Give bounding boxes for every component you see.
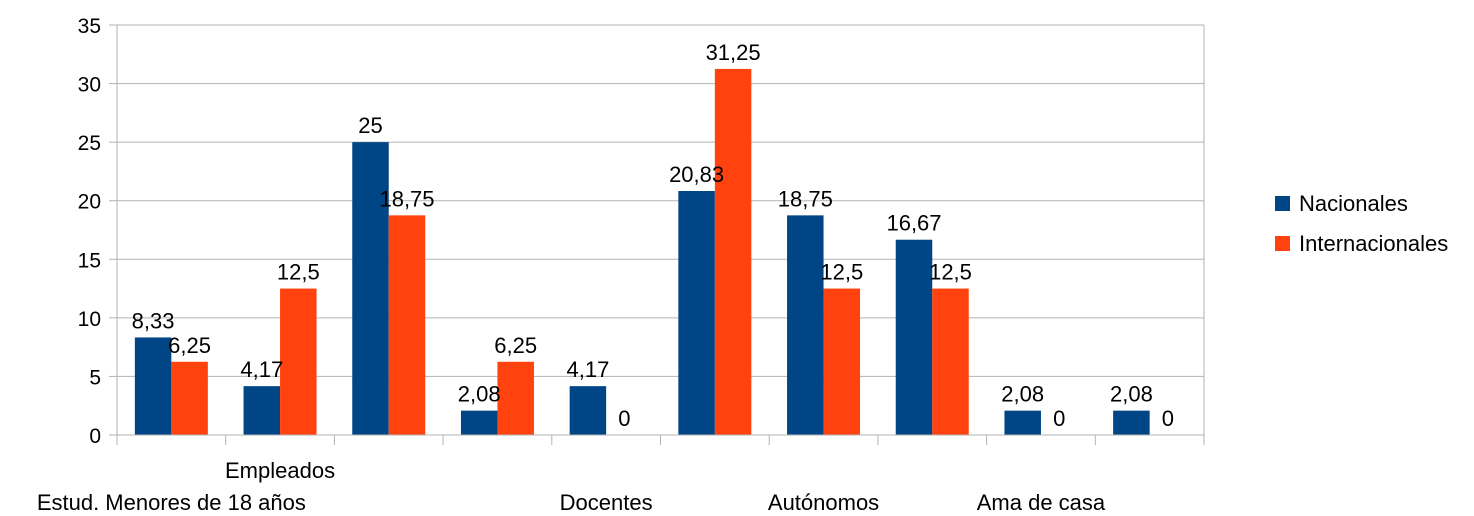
data-label-nacionales: 16,67: [886, 211, 941, 236]
bars-group: [134, 68, 1150, 435]
y-tick-label: 0: [89, 425, 101, 448]
y-axis-tick-labels: 0 5 10 15 20 25 30 35: [78, 15, 101, 448]
data-label-nacionales: 2,08: [458, 382, 501, 407]
bar-nacionales: [1113, 410, 1150, 435]
bar-internacionales: [497, 361, 534, 435]
legend-label-internacionales: Internacionales: [1299, 231, 1448, 256]
bar-internacionales: [171, 361, 208, 435]
data-label-internacionales: 12,5: [277, 260, 320, 285]
data-label-nacionales: 2,08: [1001, 382, 1044, 407]
bar-internacionales: [280, 288, 317, 435]
bar-nacionales: [569, 386, 607, 435]
bar-internacionales: [714, 68, 752, 435]
legend: Nacionales Internacionales: [1275, 191, 1448, 256]
axes: [109, 24, 1205, 445]
bar-nacionales: [352, 142, 389, 435]
x-category-label: Autónomos: [768, 490, 879, 515]
y-tick-label: 30: [78, 74, 101, 97]
data-label-nacionales: 18,75: [778, 186, 833, 211]
bar-nacionales: [460, 410, 498, 435]
bar-nacionales: [895, 239, 933, 435]
data-label-nacionales: 4,17: [240, 357, 283, 382]
data-label-internacionales: 6,25: [494, 333, 537, 358]
bar-internacionales: [823, 288, 861, 435]
y-tick-label: 25: [78, 132, 101, 155]
y-tick-label: 35: [78, 15, 101, 38]
data-labels: 8,336,254,1712,52518,752,086,254,17020,8…: [132, 40, 1174, 431]
bar-nacionales: [787, 215, 824, 435]
bar-internacionales: [388, 215, 426, 435]
legend-swatch-nacionales: [1275, 196, 1290, 211]
data-label-internacionales: 0: [1053, 406, 1065, 431]
y-tick-label: 20: [78, 191, 101, 214]
data-label-internacionales: 31,25: [706, 40, 761, 65]
y-tick-label: 15: [78, 249, 101, 272]
bar-nacionales: [134, 337, 172, 435]
data-label-internacionales: 12,5: [820, 260, 863, 285]
data-label-nacionales: 8,33: [132, 308, 175, 333]
x-category-label: Docentes: [560, 490, 653, 515]
y-tick-label: 10: [78, 308, 101, 331]
x-category-label: Ama de casa: [977, 490, 1106, 515]
data-label-internacionales: 0: [1162, 406, 1174, 431]
data-label-nacionales: 20,83: [669, 162, 724, 187]
data-label-nacionales: 4,17: [566, 357, 609, 382]
x-category-label: Estud. Menores de 18 años: [37, 490, 306, 515]
legend-label-nacionales: Nacionales: [1299, 191, 1408, 216]
data-label-internacionales: 0: [618, 406, 630, 431]
bar-internacionales: [932, 288, 969, 435]
data-label-nacionales: 2,08: [1110, 382, 1153, 407]
legend-swatch-internacionales: [1275, 236, 1290, 251]
bar-nacionales: [243, 386, 281, 435]
y-tick-label: 5: [89, 366, 101, 389]
x-category-label: Empleados: [225, 458, 335, 483]
data-label-internacionales: 6,25: [168, 333, 211, 358]
data-label-nacionales: 25: [358, 113, 382, 138]
data-label-internacionales: 18,75: [379, 186, 434, 211]
bar-nacionales: [1004, 410, 1041, 435]
data-label-internacionales: 12,5: [929, 260, 972, 285]
x-axis-category-labels: Estud. Menores de 18 años Empleados Docent…: [37, 458, 1106, 515]
bar-nacionales: [678, 190, 715, 435]
